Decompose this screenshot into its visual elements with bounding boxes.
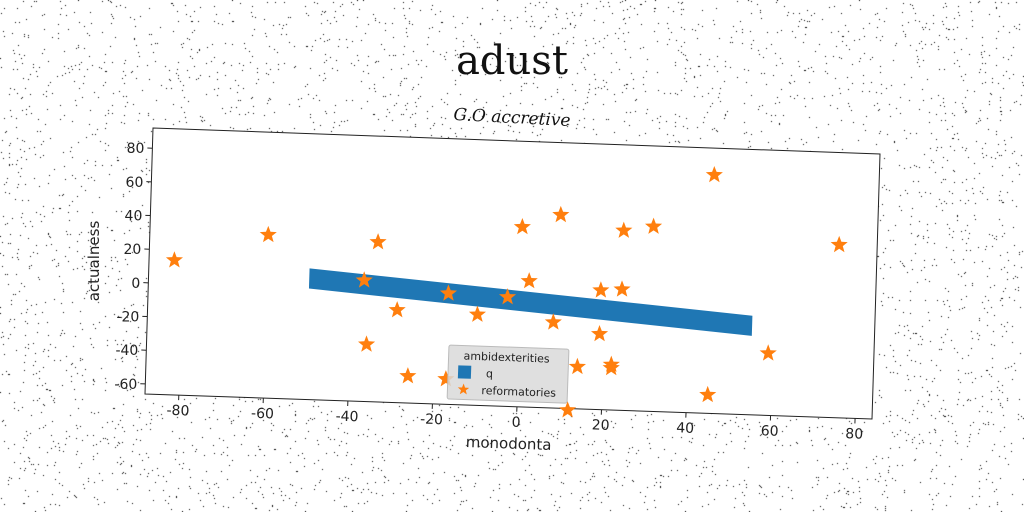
data-point — [520, 272, 538, 289]
data-point — [369, 233, 387, 250]
data-point — [437, 370, 455, 387]
data-point — [602, 359, 620, 376]
data-point — [544, 313, 562, 330]
data-point — [699, 385, 717, 403]
data-point — [613, 280, 631, 297]
y-tick-label: 60 — [126, 175, 144, 191]
data-point — [559, 401, 577, 418]
chart-title: adust — [456, 38, 568, 84]
y-tick-label: -40 — [115, 343, 138, 359]
data-point — [388, 301, 406, 318]
data-point — [259, 225, 277, 243]
data-point — [759, 344, 777, 361]
x-tick-label: 40 — [676, 420, 694, 437]
data-point — [830, 235, 848, 253]
y-tick-label: 80 — [127, 141, 145, 157]
data-point — [591, 325, 609, 342]
legend-series-label: reformatories — [481, 384, 556, 400]
y-tick-label: -20 — [116, 310, 139, 326]
y-tick-label: 20 — [124, 242, 142, 258]
x-axis: -80 -60 -40 -20 0 20 40 60 80 — [166, 395, 863, 443]
data-point — [615, 221, 633, 238]
y-axis-label: actualness — [85, 221, 103, 302]
legend-star-swatch — [457, 383, 470, 395]
data-point — [513, 218, 531, 235]
y-axis: -60 -40 -20 0 20 40 60 80 — [114, 141, 153, 393]
data-point — [592, 281, 610, 298]
y-tick-label: -60 — [114, 377, 137, 393]
data-point — [552, 205, 570, 223]
x-tick-label: 80 — [845, 426, 863, 443]
x-tick-label: -20 — [420, 411, 443, 428]
x-tick-label: -40 — [335, 409, 358, 426]
x-tick-label: 0 — [511, 415, 520, 431]
data-point — [468, 305, 486, 322]
points-layer — [165, 166, 848, 418]
data-point — [399, 367, 417, 384]
data-point — [499, 288, 517, 305]
legend-band-swatch — [457, 365, 472, 379]
data-point — [165, 251, 183, 268]
plot-area: -80 -60 -40 -20 0 20 40 60 80 -60 -40 -20 0 20 40 60 80… — [114, 127, 881, 443]
x-tick-label: -60 — [251, 406, 274, 423]
data-point — [358, 335, 376, 352]
data-point — [645, 217, 663, 234]
data-point — [355, 271, 373, 288]
legend-box — [446, 344, 570, 404]
band-polygon — [308, 268, 753, 336]
y-tick-label: 0 — [131, 276, 140, 292]
x-tick-label: 20 — [591, 417, 609, 434]
data-point — [439, 284, 457, 301]
y-tick-label: 40 — [125, 209, 143, 225]
legend-title: ambidexterities — [463, 350, 550, 366]
x-tick-label: 60 — [761, 423, 779, 440]
data-point — [568, 357, 586, 375]
legend-band-label: q — [486, 367, 493, 380]
band-layer — [308, 268, 753, 336]
plot-frame — [144, 127, 881, 420]
x-axis-label: monodonta — [466, 433, 552, 454]
data-point — [705, 166, 723, 183]
x-tick-label: -80 — [166, 403, 189, 420]
